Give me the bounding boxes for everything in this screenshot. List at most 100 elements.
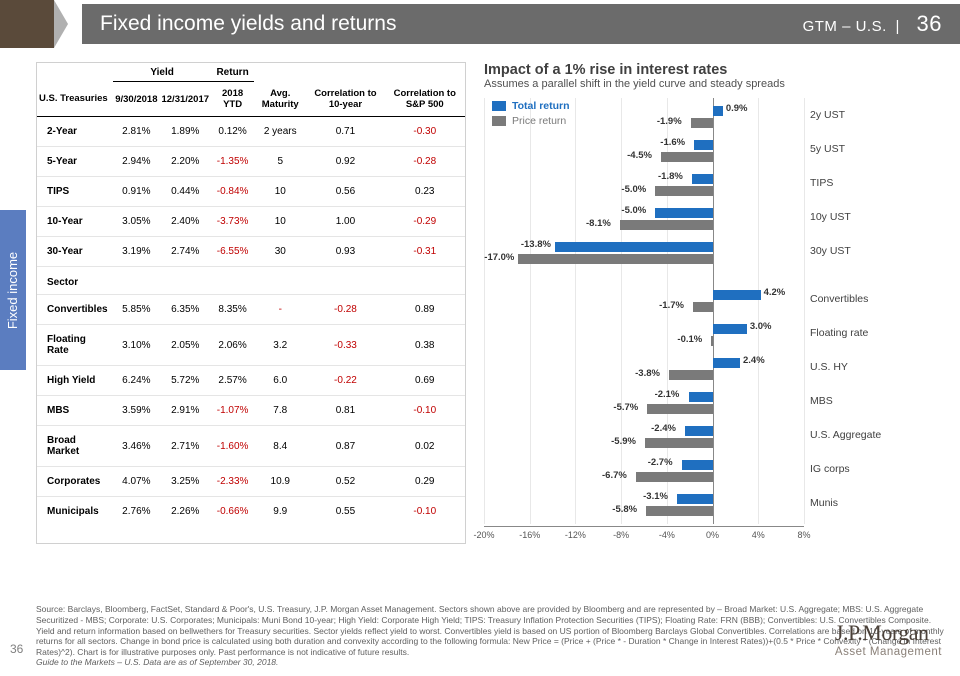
cell: 5 [254,147,306,177]
cell: 0.92 [306,147,384,177]
cell: 0.89 [385,295,465,325]
bar-price [655,186,712,196]
cell: 0.56 [306,177,384,207]
cell: 4.07% [113,467,159,497]
bar-value-price: -0.1% [677,334,702,345]
cell: 0.91% [113,177,159,207]
legend-swatch-price [492,116,506,126]
bar-total [685,426,712,436]
bar-pair: -13.8%-17.0% [484,236,804,272]
cell: -0.84% [211,177,254,207]
x-tick-label: 0% [706,530,719,540]
bar-pair: -1.6% -4.5% [484,134,804,170]
bar-value-total: -5.0% [621,205,646,216]
table-row: Corporates4.07%3.25%-2.33%10.90.520.29 [37,467,465,497]
cell: -2.33% [211,467,254,497]
bar-total [713,324,747,334]
table-row: TIPS0.91%0.44%-0.84%100.560.23 [37,177,465,207]
bar-price [711,336,712,346]
bar-price [693,302,712,312]
cell: 9.9 [254,497,306,527]
bar-price [691,118,713,128]
bar-pair: -1.8%-5.0% [484,168,804,204]
jpmorgan-logo: J.P.Morgan Asset Management [835,620,942,658]
chart-subtitle: Assumes a parallel shift in the yield cu… [484,78,944,90]
category-label: IG corps [804,452,904,486]
cell: 0.29 [385,467,465,497]
row-label: MBS [37,396,113,426]
cell: 0.55 [306,497,384,527]
bar-total [555,242,713,252]
cell: 7.8 [254,396,306,426]
bar-value-total: -3.1% [643,491,668,502]
bar-pair: 3.0%-0.1% [484,318,804,354]
footer-guide-text: Guide to the Markets – U.S. Data are as … [36,657,278,667]
bar-pair: -5.0% -8.1% [484,202,804,238]
header-arrow-icon [54,0,68,48]
bar-value-price: -1.9% [657,116,682,127]
category-label: 2y UST [804,98,904,132]
cell: 0.38 [385,325,465,366]
bar-total [655,208,712,218]
col-header: Avg. Maturity [254,82,306,117]
bar-value-total: -2.4% [651,423,676,434]
cell: 0.69 [385,366,465,396]
cell: - [254,295,306,325]
cell: 2.91% [159,396,211,426]
cell: 3.59% [113,396,159,426]
rate-impact-chart: Impact of a 1% rise in interest rates As… [484,62,944,544]
cell: 0.44% [159,177,211,207]
cell: -1.07% [211,396,254,426]
row-label: 10-Year [37,207,113,237]
cell: 1.89% [159,117,211,147]
page-title: Fixed income yields and returns [100,12,396,36]
cell: 2.57% [211,366,254,396]
cell: 0.12% [211,117,254,147]
col-header: U.S. Treasuries [37,82,113,117]
side-tab-fixed-income: Fixed income [0,210,26,370]
page-number-bottom: 36 [10,642,23,656]
cell: 0.02 [385,426,465,467]
bar-price [661,152,712,162]
bar-price [647,404,712,414]
cell: -0.31 [385,237,465,267]
bar-total [694,140,712,150]
bar-value-total: 0.9% [726,103,748,114]
table-row: High Yield6.24%5.72%2.57%6.0-0.220.69 [37,366,465,396]
cell: -0.29 [385,207,465,237]
cell: 3.46% [113,426,159,467]
cell: -0.28 [306,295,384,325]
bar-total [713,290,761,300]
bar-total [682,460,713,470]
cell: 2.94% [113,147,159,177]
cell: 10 [254,207,306,237]
cell: -0.33 [306,325,384,366]
bar-total [689,392,713,402]
cell: 10.9 [254,467,306,497]
bar-value-price: -8.1% [586,218,611,229]
table-row: 30-Year3.19%2.74%-6.55%300.93-0.31 [37,237,465,267]
bar-value-price: -17.0% [484,252,514,263]
cell: 0.52 [306,467,384,497]
bar-value-price: -4.5% [627,150,652,161]
cell: 2.40% [159,207,211,237]
section-header-row: Sector [37,267,465,295]
cell: 0.71 [306,117,384,147]
bar-pair: -2.7%-6.7% [484,454,804,490]
bar-price [620,220,713,230]
table-row: Convertibles5.85%6.35%8.35%--0.280.89 [37,295,465,325]
cell: 0.81 [306,396,384,426]
row-label: Floating Rate [37,325,113,366]
bar-total [713,106,723,116]
table-row: 5-Year2.94%2.20%-1.35%50.92-0.28 [37,147,465,177]
bar-price [645,438,712,448]
logo-line2: Asset Management [835,646,942,658]
bar-value-total: -1.6% [660,137,685,148]
cell: 6.35% [159,295,211,325]
bar-value-price: -1.7% [659,300,684,311]
chart-plot-area: Total return Price return 0.9%-1.9%-1.6%… [484,98,804,544]
cell: 2.20% [159,147,211,177]
footer-source-text: Source: Barclays, Bloomberg, FactSet, St… [36,604,944,657]
cell: 0.93 [306,237,384,267]
bar-price [518,254,712,264]
